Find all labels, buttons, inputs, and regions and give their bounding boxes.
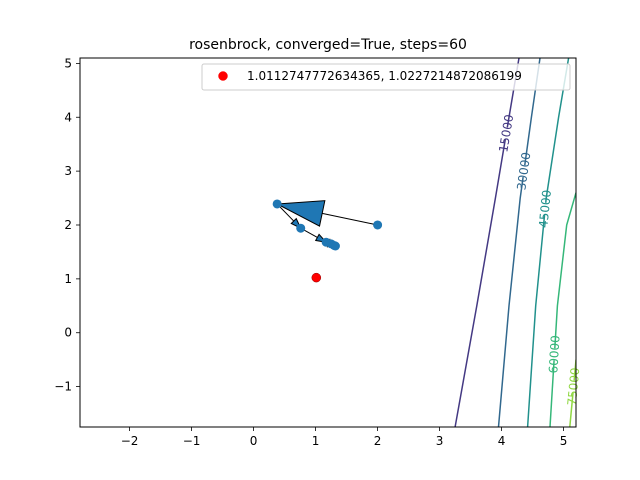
- legend-marker: [218, 71, 228, 81]
- y-tick-label: −1: [54, 380, 72, 394]
- contour-line: [497, 58, 541, 427]
- legend: 1.0112747772634365, 1.0227214872086199: [201, 63, 571, 91]
- final-point: [311, 272, 322, 283]
- y-axis: −1 0 1 2 3 4 5: [54, 56, 80, 394]
- chart-title: rosenbrock, converged=True, steps=60: [189, 37, 467, 53]
- legend-box: [201, 63, 571, 91]
- contour-label: 75000: [565, 367, 583, 406]
- x-tick-label: 4: [498, 434, 506, 448]
- x-tick-label: 2: [374, 434, 382, 448]
- path-point: [373, 220, 383, 230]
- contour-label-gap: [524, 200, 566, 217]
- y-tick-label: 3: [64, 164, 72, 178]
- x-tick-label: 1: [312, 434, 320, 448]
- contour-label: 15000: [496, 113, 516, 153]
- contour-line: [526, 58, 570, 427]
- x-tick-label: 0: [250, 434, 258, 448]
- y-tick-label: 2: [64, 218, 72, 232]
- contour-label: 30000: [514, 151, 533, 191]
- contour-line: [454, 58, 520, 427]
- y-tick-label: 0: [64, 326, 72, 340]
- path-point: [330, 241, 340, 251]
- x-tick-label: 5: [560, 434, 568, 448]
- path-point: [272, 199, 282, 209]
- contour-line: [549, 192, 576, 427]
- legend-label: 1.0112747772634365, 1.0227214872086199: [247, 69, 522, 83]
- contour-label-gap: [534, 347, 575, 362]
- x-axis: −2 −1 0 1 2 3 4 5: [121, 427, 568, 448]
- contour-label-gap: [503, 162, 545, 180]
- path-point: [296, 223, 306, 233]
- path-arrow-shaft: [322, 212, 378, 226]
- x-tick-label: −1: [183, 434, 201, 448]
- axes-frame: [79, 57, 577, 428]
- contour-label: 60000: [546, 335, 562, 374]
- optimization-path: [272, 199, 383, 283]
- x-tick-label: −2: [121, 434, 139, 448]
- contour-label-gap: [553, 378, 595, 395]
- contour-label: 45000: [536, 189, 554, 228]
- path-arrow-head: [275, 200, 326, 227]
- y-tick-label: 4: [64, 110, 72, 124]
- contour-label-gap: [485, 124, 528, 143]
- y-tick-label: 5: [64, 56, 72, 70]
- y-tick-label: 1: [64, 272, 72, 286]
- plot-area: [272, 58, 576, 427]
- x-tick-label: 3: [436, 434, 444, 448]
